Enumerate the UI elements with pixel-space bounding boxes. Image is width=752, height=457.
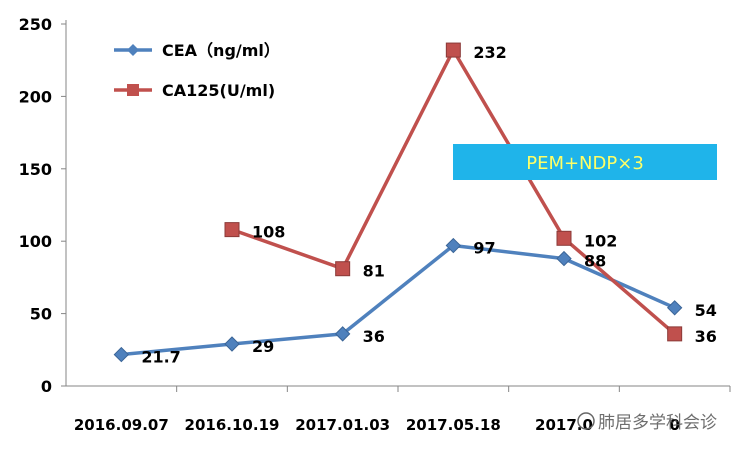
legend: CEA（ng/ml） CA125(U/ml)	[114, 41, 280, 100]
data-label: 36	[695, 327, 717, 346]
data-point-square	[224, 222, 240, 238]
y-tick-label: 150	[19, 160, 52, 179]
data-point-diamond	[556, 250, 572, 267]
x-tick-label: 2017.0	[535, 416, 593, 434]
data-label: 232	[473, 43, 506, 62]
legend-marker-diamond	[127, 44, 139, 56]
data-point-square	[445, 42, 461, 58]
data-label: 36	[363, 327, 385, 346]
x-tick-label: 2016.09.07	[74, 416, 169, 434]
data-label: 88	[584, 252, 606, 271]
data-point-diamond	[334, 326, 351, 342]
data-point-square	[667, 326, 683, 342]
y-tick-label: 200	[19, 87, 52, 106]
legend-marker-square	[127, 84, 139, 96]
annotation-layer: PEM+NDP×3	[453, 144, 717, 180]
data-point-diamond	[113, 346, 130, 363]
y-tick-label: 250	[19, 15, 52, 34]
data-label: 97	[473, 239, 495, 258]
data-label: 102	[584, 231, 617, 250]
x-tick-label: 2016.10.19	[185, 416, 280, 434]
watermark-text: 肺居多学科会诊	[598, 413, 717, 433]
y-tick-label: 0	[41, 377, 52, 396]
data-point-diamond	[224, 336, 240, 352]
watermark-layer: 肺居多学科会诊	[577, 412, 717, 433]
series-line-1	[231, 48, 676, 336]
data-label: 54	[695, 301, 717, 320]
series-line-0	[121, 243, 676, 357]
y-tick-label: 100	[19, 232, 52, 251]
data-label: 81	[363, 262, 385, 281]
annotation-box	[453, 144, 717, 180]
chat-logo-icon	[577, 412, 595, 430]
labels-layer: 21.7 29 36 97 88 54 108 81 232 102 36	[141, 43, 717, 367]
data-point-square	[556, 230, 572, 246]
axes-layer: 0 50 100 150 200 250 2016.09.07 2016.10.19 2017.…	[19, 15, 731, 434]
x-tick-label: 2017.01.03	[295, 416, 390, 434]
legend-label: CEA（ng/ml）	[162, 41, 280, 60]
x-tick-label: 2017.05.18	[406, 416, 501, 434]
data-label: 108	[252, 223, 285, 242]
data-label: 21.7	[141, 348, 180, 367]
data-point-square	[335, 261, 351, 277]
data-point-diamond	[445, 237, 462, 254]
y-tick-label: 50	[30, 305, 52, 324]
annotation-label: PEM+NDP×3	[526, 153, 644, 174]
legend-label: CA125(U/ml)	[162, 81, 275, 100]
series-layer	[113, 42, 683, 363]
data-point-diamond	[666, 300, 683, 316]
x-tick-label: 0	[669, 416, 679, 434]
data-label: 29	[252, 337, 274, 356]
